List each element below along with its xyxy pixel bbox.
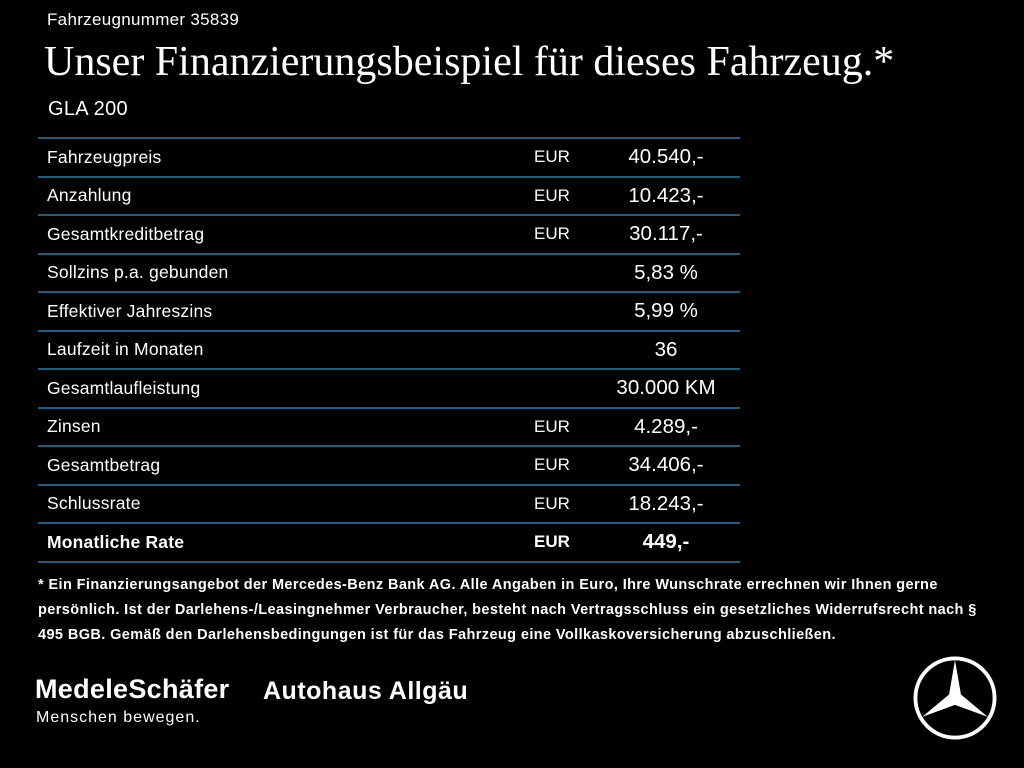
table-row: Anzahlung EUR 10.423,- [38, 175, 740, 215]
row-value: 18.243,- [628, 491, 704, 515]
row-value: 34.406,- [628, 453, 704, 477]
row-label: Anzahlung [47, 185, 132, 206]
legal-footnote: * Ein Finanzierungsangebot der Mercedes-… [38, 577, 977, 643]
vehicle-number: Fahrzeugnummer 35839 [47, 10, 240, 29]
row-currency: EUR [534, 147, 570, 167]
row-currency: EUR [534, 532, 570, 552]
footer: MedeleSchäfer Menschen bewegen. Autohaus… [0, 656, 1024, 768]
row-label: Monatliche Rate [47, 531, 185, 552]
table-row: Monatliche Rate EUR 449,- [38, 522, 740, 563]
table-row: Fahrzeugpreis EUR 40.540,- [38, 137, 740, 176]
row-label: Zinsen [47, 416, 101, 437]
dealer-tagline: Menschen bewegen. [36, 709, 201, 726]
row-label: Effektiver Jahreszins [47, 300, 213, 321]
row-value: 30.117,- [629, 222, 703, 246]
vehicle-model: GLA 200 [48, 98, 128, 120]
row-value: 40.540,- [628, 145, 704, 169]
row-currency: EUR [534, 455, 570, 475]
row-value: 30.000 KM [616, 376, 716, 400]
table-row: Schlussrate EUR 18.243,- [38, 483, 740, 523]
row-currency: EUR [534, 185, 570, 205]
table-row: Sollzins p.a. gebunden 5,83 % [38, 252, 740, 292]
table-row: Gesamtkreditbetrag EUR 30.117,- [38, 214, 740, 253]
row-currency: EUR [534, 493, 570, 513]
row-label: Fahrzeugpreis [47, 146, 162, 167]
table-row: Gesamtlaufleistung 30.000 KM [38, 368, 740, 407]
page-title: Unser Finanzierungsbeispiel für dieses F… [44, 39, 895, 85]
row-label: Gesamtlaufleistung [47, 377, 201, 398]
mercedes-star-icon [912, 655, 998, 741]
table-row: Gesamtbetrag EUR 34.406,- [38, 445, 740, 484]
row-label: Laufzeit in Monaten [47, 339, 204, 360]
row-value: 5,83 % [634, 260, 698, 284]
table-row: Laufzeit in Monaten 36 [38, 329, 740, 369]
row-value: 5,99 % [634, 299, 698, 323]
row-label: Gesamtbetrag [47, 454, 161, 475]
table-row: Effektiver Jahreszins 5,99 % [38, 291, 740, 330]
dealer-logo-medeleschaefer: MedeleSchäfer [35, 674, 230, 704]
row-value: 10.423,- [628, 183, 704, 207]
row-value: 449,- [642, 530, 690, 554]
row-value: 36 [654, 337, 678, 361]
table-row: Zinsen EUR 4.289,- [38, 406, 740, 446]
row-label: Schlussrate [47, 493, 141, 514]
row-label: Gesamtkreditbetrag [47, 223, 205, 244]
row-label: Sollzins p.a. gebunden [47, 262, 229, 283]
dealer-logo-autohaus-allgaeu: Autohaus Allgäu [263, 677, 469, 705]
finance-table: Fahrzeugpreis EUR 40.540,- Anzahlung EUR 10.4… [38, 137, 740, 563]
row-currency: EUR [534, 224, 570, 244]
row-value: 4.289,- [634, 414, 698, 438]
row-currency: EUR [534, 416, 570, 436]
